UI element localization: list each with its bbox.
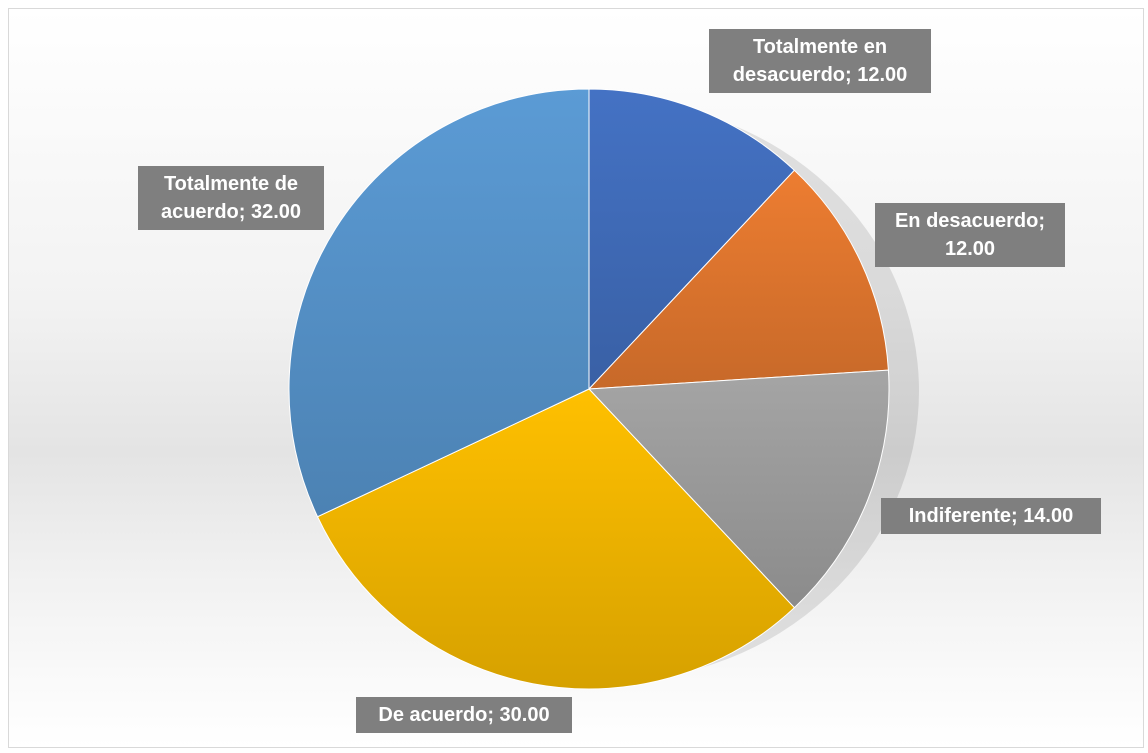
pie-slice-totalmente-de-acuerdo [288,88,590,518]
data-label-line: acuerdo; 32.00 [160,201,302,223]
data-label-line: Totalmente en [752,36,888,58]
chart-area: Totalmente en desacuerdo; 12.00 En desac… [8,8,1144,748]
data-label-line: Indiferente; 14.00 [908,505,1074,527]
data-label-line: 12.00 [944,238,996,260]
data-label-line: De acuerdo; 30.00 [378,704,550,726]
data-label-line: Totalmente de [163,173,299,195]
data-label-en-desacuerdo: En desacuerdo; 12.00 [875,203,1065,267]
data-label-line: desacuerdo; 12.00 [732,64,908,86]
pie-slice-en-desacuerdo [587,169,889,390]
pie-slices [288,88,919,690]
pie-slice-de-acuerdo [316,388,796,690]
data-label-totalmente-en-desacuerdo: Totalmente en desacuerdo; 12.00 [709,29,931,93]
pie-slice-indiferente [587,369,890,609]
data-label-line: En desacuerdo; [894,210,1046,232]
pie-chart [288,88,919,690]
data-label-de-acuerdo: De acuerdo; 30.00 [356,697,572,733]
data-label-indiferente: Indiferente; 14.00 [881,498,1101,534]
pie-slice-totalmente-en-desacuerdo [588,88,796,391]
data-label-totalmente-de-acuerdo: Totalmente de acuerdo; 32.00 [138,166,324,230]
